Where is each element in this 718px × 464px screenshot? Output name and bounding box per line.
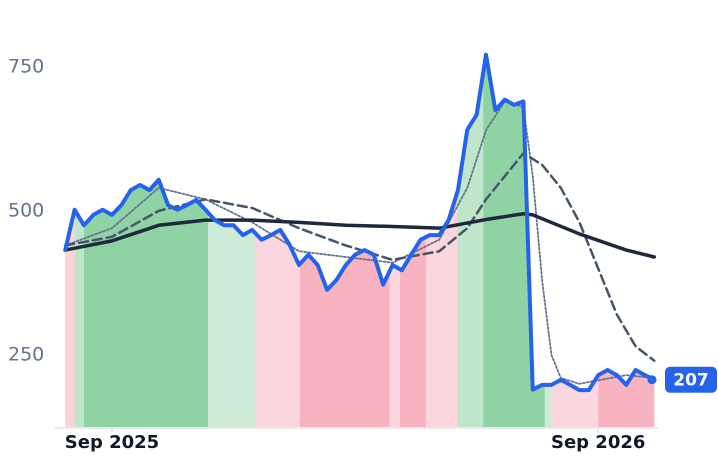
region [299,250,390,427]
region [598,369,655,427]
region [551,375,599,427]
series-line [64,152,656,362]
y-tick-label: 250 [8,343,44,365]
price-badge [665,366,717,393]
series-line [64,100,656,385]
series-line [63,52,657,393]
x-tick-label: Sep 2026 [551,432,645,453]
region [74,209,84,427]
region [65,209,75,427]
y-tick-label: 500 [8,199,44,221]
region [544,384,552,427]
last-dot [647,375,657,385]
x-tick-label: Sep 2025 [65,432,159,453]
region [399,236,427,427]
region [389,265,400,427]
region [426,193,458,427]
region [208,212,256,427]
y-tick-label: 750 [8,55,44,77]
series-line [63,212,657,259]
price-badge-label: 207 [673,371,709,391]
region [255,229,300,427]
